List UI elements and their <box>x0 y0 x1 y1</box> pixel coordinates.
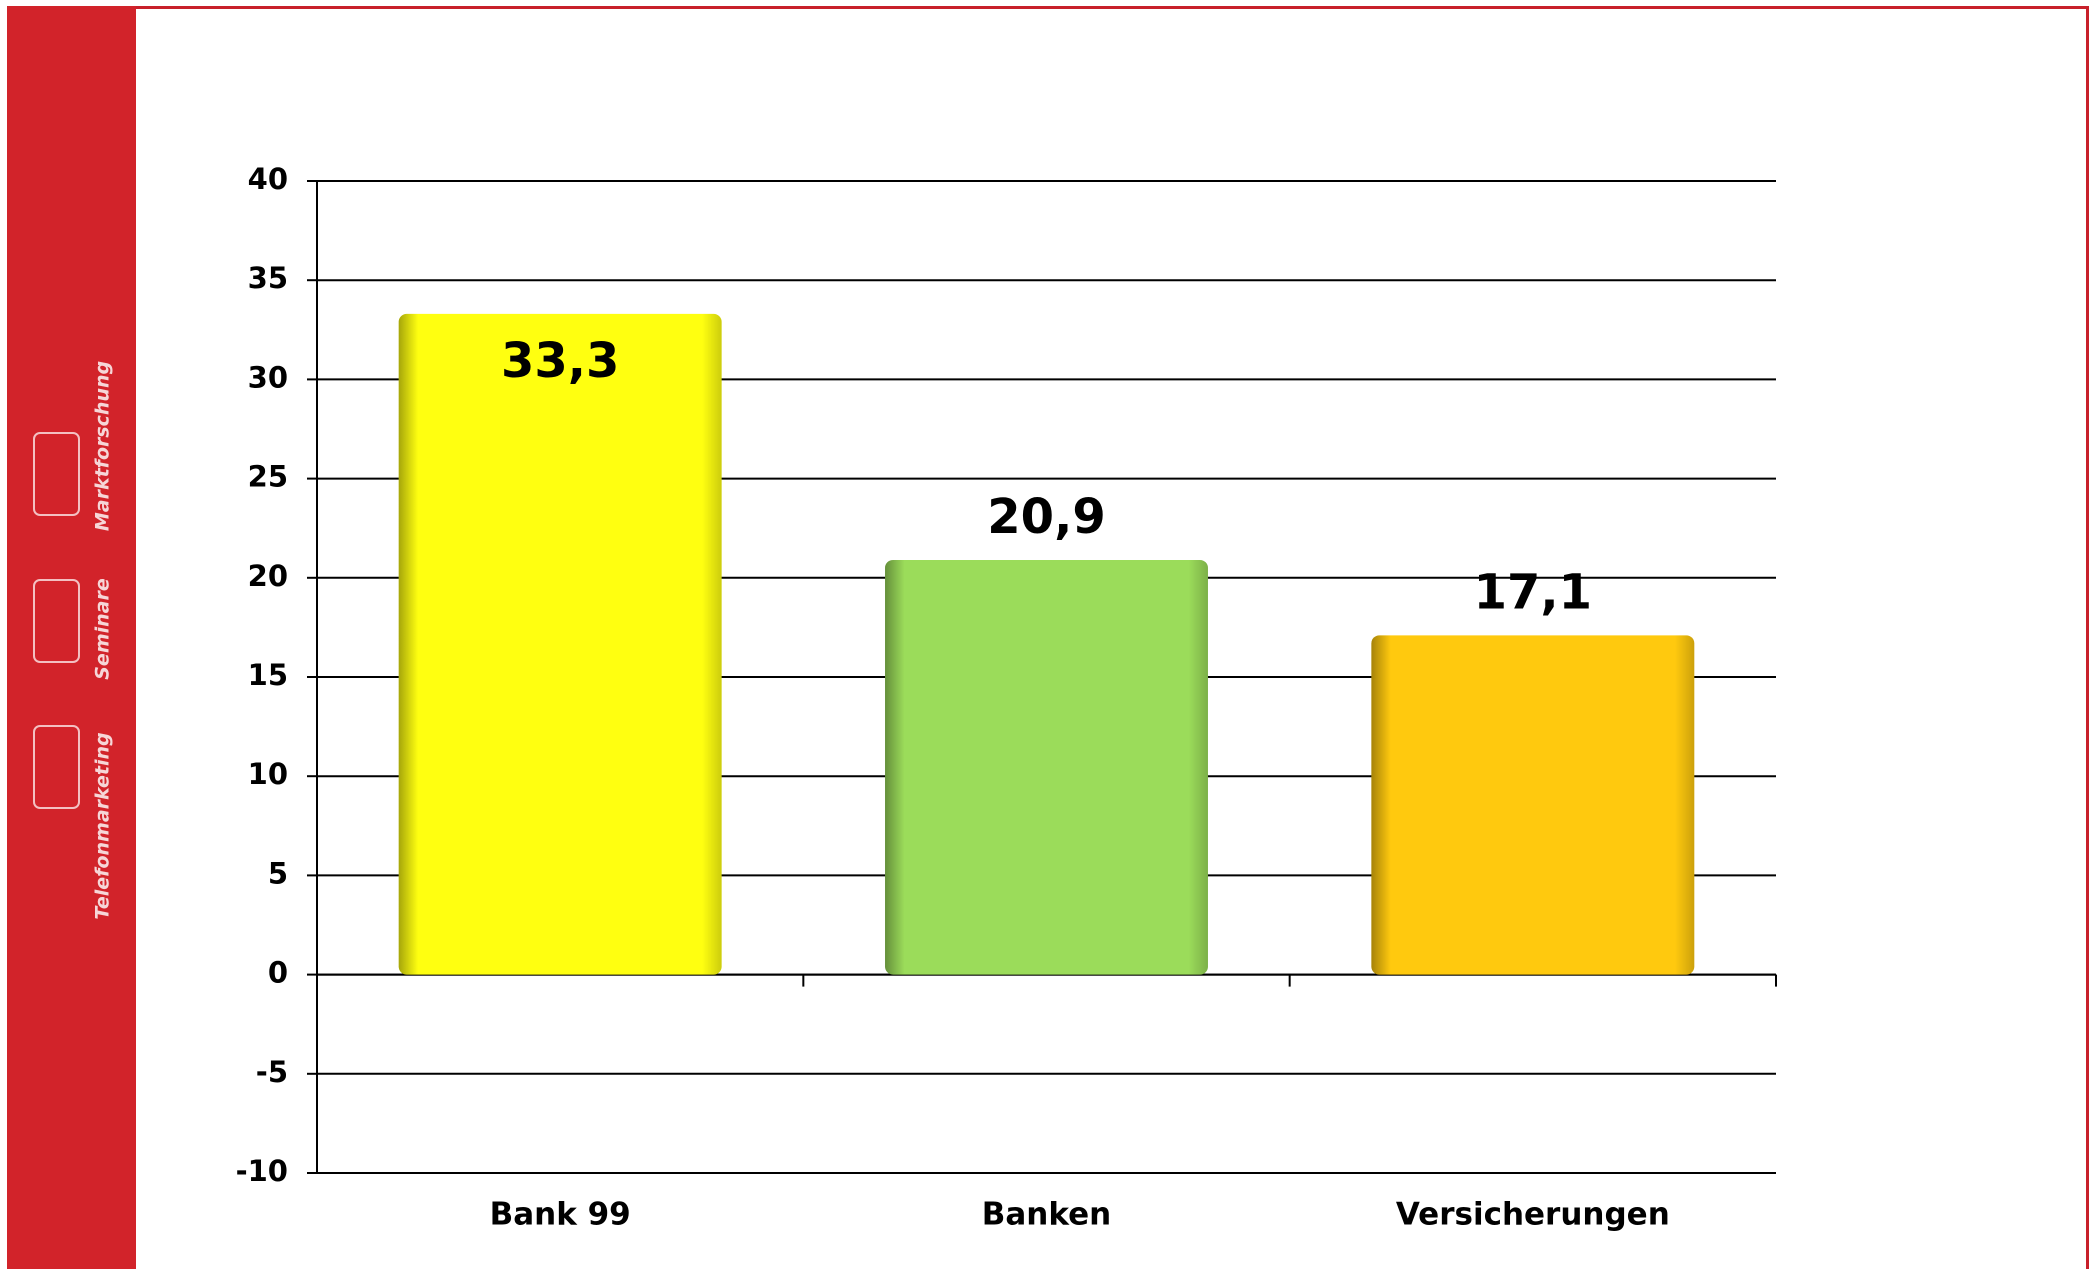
top-border <box>136 6 2089 9</box>
sidebar-label: Marktforschung <box>92 361 114 531</box>
sidebar-label: Telefonmarketing <box>92 732 114 919</box>
sidebar-icon <box>33 725 80 809</box>
y-tick-label: 15 <box>248 658 288 692</box>
y-tick-label: 40 <box>248 162 288 196</box>
x-tick-label: Bank 99 <box>490 1197 631 1233</box>
x-tick-label: Versicherungen <box>1396 1197 1670 1233</box>
sidebar-label: Seminare <box>92 578 114 680</box>
sidebar-icon <box>33 432 80 516</box>
value-label: 20,9 <box>987 489 1105 545</box>
bar-shade <box>398 313 722 975</box>
y-tick-label: 0 <box>268 956 288 990</box>
y-tick-label: 25 <box>248 460 288 494</box>
y-tick-label: 5 <box>268 856 288 890</box>
bar-shade <box>1371 635 1695 975</box>
value-label: 33,3 <box>501 333 619 389</box>
value-label: 17,1 <box>1474 564 1592 620</box>
sidebar-icon <box>33 579 80 663</box>
y-tick-label: 35 <box>248 261 288 295</box>
bar-shade <box>885 559 1208 975</box>
y-tick-label: 20 <box>248 559 288 593</box>
x-tick-label: Banken <box>982 1197 1112 1233</box>
y-tick-label: -10 <box>236 1154 288 1188</box>
y-tick-label: -5 <box>256 1055 288 1089</box>
y-tick-label: 10 <box>248 757 288 791</box>
sidebar <box>7 6 136 1269</box>
y-tick-label: 30 <box>248 360 288 394</box>
right-border <box>2086 6 2089 1269</box>
